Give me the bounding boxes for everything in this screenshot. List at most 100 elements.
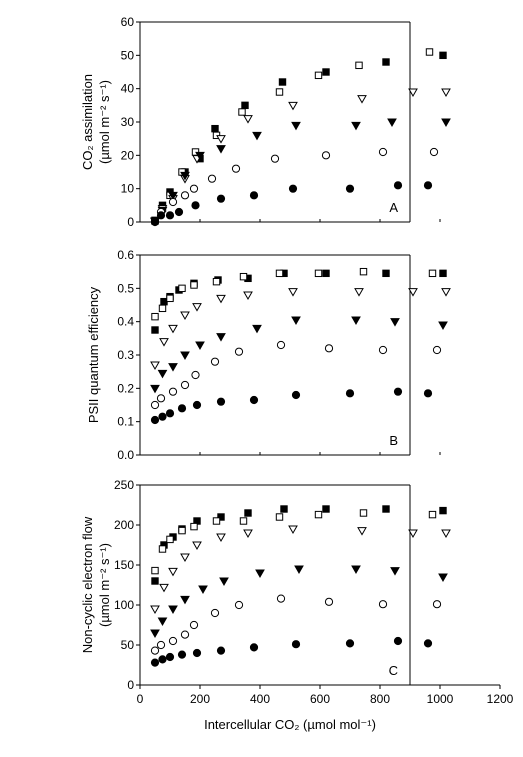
- data-point: [423, 389, 433, 398]
- y-axis-label: (µmol m⁻² s⁻¹): [97, 543, 112, 627]
- data-point: [345, 389, 355, 398]
- data-point: [278, 78, 287, 86]
- data-point: [150, 646, 160, 655]
- data-point: [432, 600, 442, 609]
- data-point: [158, 545, 167, 553]
- data-point: [180, 630, 190, 639]
- data-point: [390, 567, 400, 576]
- data-point: [276, 594, 286, 603]
- data-point: [291, 390, 301, 400]
- data-point: [180, 351, 190, 361]
- data-point: [351, 316, 361, 326]
- data-point: [151, 577, 159, 585]
- data-point: [216, 145, 226, 154]
- y-tick-label: 60: [121, 15, 135, 29]
- data-point: [168, 363, 178, 372]
- y-tick-label: 0.2: [117, 381, 134, 395]
- data-point: [189, 620, 199, 630]
- x-tick-label: 0: [137, 692, 144, 706]
- x-axis-label: Intercellular CO₂ (µmol mol⁻¹): [204, 717, 376, 732]
- data-point: [192, 400, 202, 410]
- data-point: [211, 124, 219, 133]
- data-point: [408, 529, 418, 539]
- data-point: [275, 513, 284, 521]
- data-point: [216, 194, 226, 203]
- y-tick-label: 0: [127, 215, 134, 229]
- data-point: [217, 513, 225, 521]
- data-point: [168, 387, 178, 396]
- data-point: [408, 288, 418, 297]
- data-point: [216, 397, 226, 406]
- data-point: [216, 333, 226, 342]
- data-point: [439, 506, 447, 515]
- data-point: [160, 297, 168, 306]
- data-point: [192, 303, 202, 312]
- data-point: [322, 269, 330, 278]
- data-point: [156, 211, 166, 220]
- data-point: [393, 636, 403, 646]
- data-point: [180, 553, 190, 563]
- series-triangle-filled: [150, 316, 448, 394]
- data-point: [387, 118, 397, 128]
- data-point: [441, 118, 451, 128]
- y-tick-label: 30: [121, 115, 135, 129]
- data-point: [192, 541, 202, 551]
- series-square-open: [151, 267, 437, 321]
- data-point: [291, 316, 301, 326]
- data-point: [166, 294, 174, 303]
- data-point: [180, 595, 190, 605]
- data-point: [441, 288, 451, 297]
- y-tick-label: 40: [121, 82, 135, 96]
- data-point: [180, 191, 190, 200]
- data-point: [291, 121, 301, 131]
- series-triangle-open: [150, 288, 451, 371]
- data-point: [241, 101, 249, 110]
- data-point: [212, 277, 221, 286]
- panel-b: 0.0 0.1 0.2 0.3 0.4 0.5 0.6 PSII quantum effici…: [86, 248, 451, 462]
- data-point: [150, 658, 160, 667]
- data-point: [216, 533, 226, 543]
- y-tick-label: 10: [121, 182, 135, 196]
- series-triangle-filled: [150, 565, 448, 639]
- data-point: [288, 184, 298, 193]
- data-point: [255, 569, 265, 579]
- data-point: [355, 61, 363, 70]
- data-point: [351, 121, 361, 131]
- data-point: [191, 370, 200, 380]
- data-point: [151, 326, 159, 334]
- y-tick-label: 50: [121, 638, 135, 652]
- data-point: [168, 191, 178, 201]
- y-axis-label: PSII quantum efficiency: [86, 286, 101, 423]
- y-tick-label: 0.5: [117, 281, 134, 295]
- data-point: [314, 71, 323, 80]
- data-point: [249, 643, 259, 652]
- data-point: [165, 409, 175, 418]
- y-tick-label: 0.3: [117, 348, 134, 362]
- data-point: [190, 522, 198, 531]
- series-circle-open: [150, 340, 442, 410]
- data-point: [243, 115, 253, 124]
- data-point: [324, 344, 334, 353]
- data-point: [178, 526, 186, 535]
- data-point: [158, 412, 167, 421]
- panel-label: C: [389, 663, 398, 678]
- data-point: [288, 288, 298, 297]
- data-point: [219, 577, 229, 587]
- data-point: [291, 640, 301, 649]
- data-point: [252, 131, 262, 141]
- data-point: [428, 269, 437, 278]
- y-tick-label: 0.6: [117, 248, 134, 262]
- data-point: [150, 361, 160, 371]
- data-point: [168, 636, 178, 646]
- data-point: [314, 269, 323, 278]
- data-point: [354, 288, 364, 297]
- data-point: [288, 525, 298, 535]
- data-point: [216, 294, 226, 304]
- series-square-open: [151, 509, 437, 575]
- data-point: [177, 404, 187, 413]
- data-point: [189, 184, 199, 193]
- data-point: [321, 151, 331, 160]
- x-tick-label: 200: [190, 692, 210, 706]
- y-axis-label: Non-cyclic electron flow: [80, 516, 95, 653]
- x-tick-label: 800: [370, 692, 390, 706]
